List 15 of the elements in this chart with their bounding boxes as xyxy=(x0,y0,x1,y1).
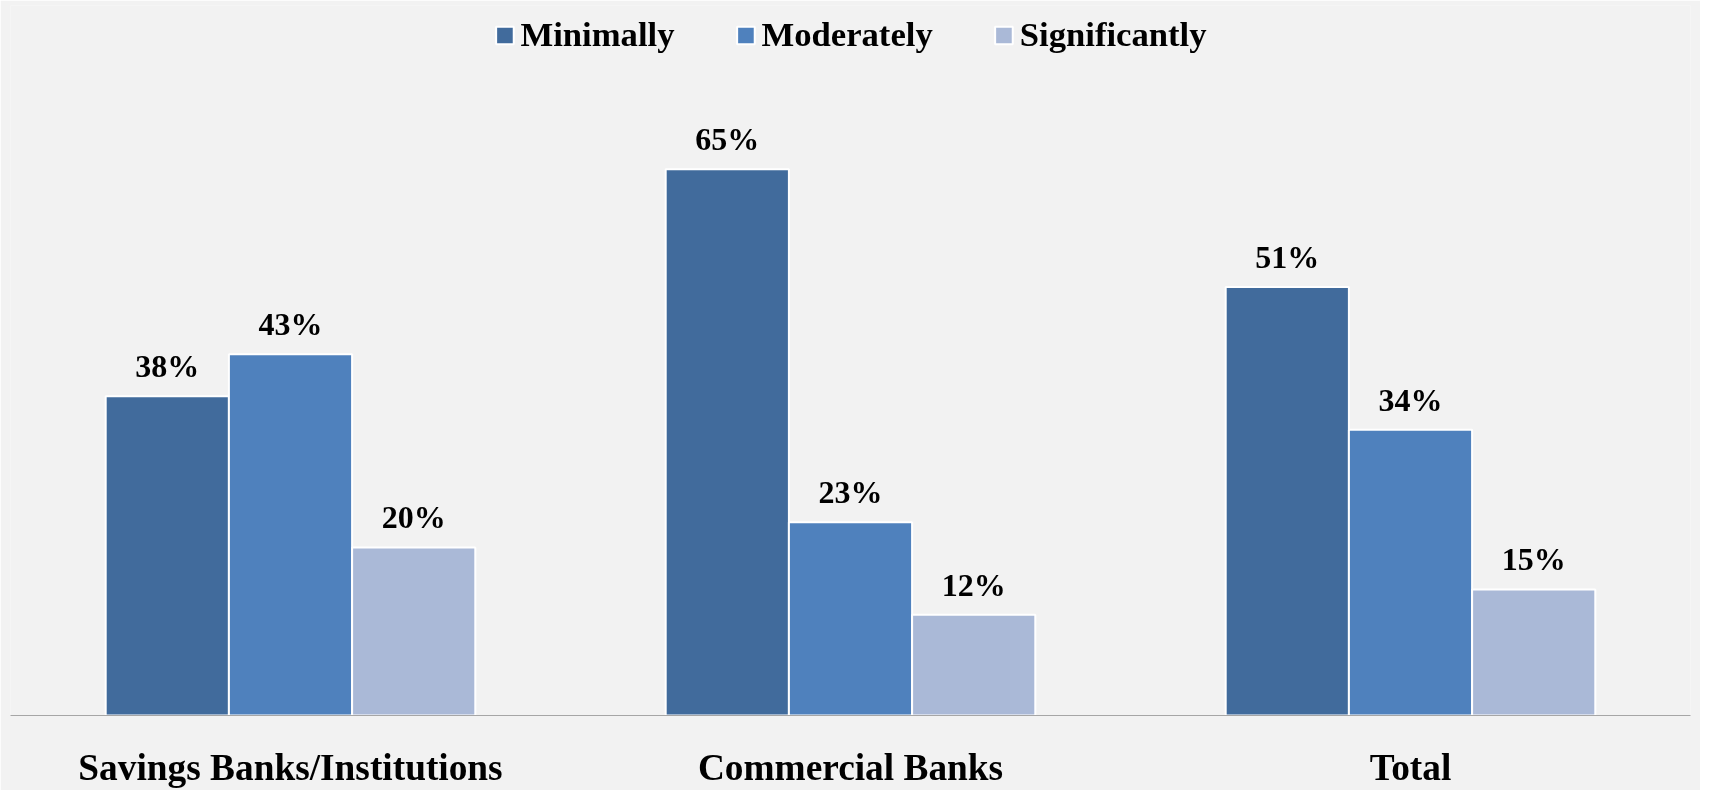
legend-label: Significantly xyxy=(1019,15,1207,54)
data-label: 15% xyxy=(1501,541,1566,578)
legend-label: Moderately xyxy=(761,15,933,54)
data-label: 20% xyxy=(381,499,446,536)
data-label: 23% xyxy=(818,474,883,511)
data-label: 43% xyxy=(258,306,323,343)
data-label: 38% xyxy=(135,348,200,385)
x-tick-label: Savings Banks/Institutions xyxy=(78,746,503,788)
data-label: 12% xyxy=(941,566,1006,603)
data-label: 51% xyxy=(1255,238,1320,275)
data-label: 34% xyxy=(1378,381,1443,418)
legend-label: Minimally xyxy=(520,15,675,54)
x-tick-label: Total xyxy=(1369,746,1452,788)
x-tick-label: Commercial Banks xyxy=(697,746,1004,788)
data-label: 65% xyxy=(695,121,760,158)
